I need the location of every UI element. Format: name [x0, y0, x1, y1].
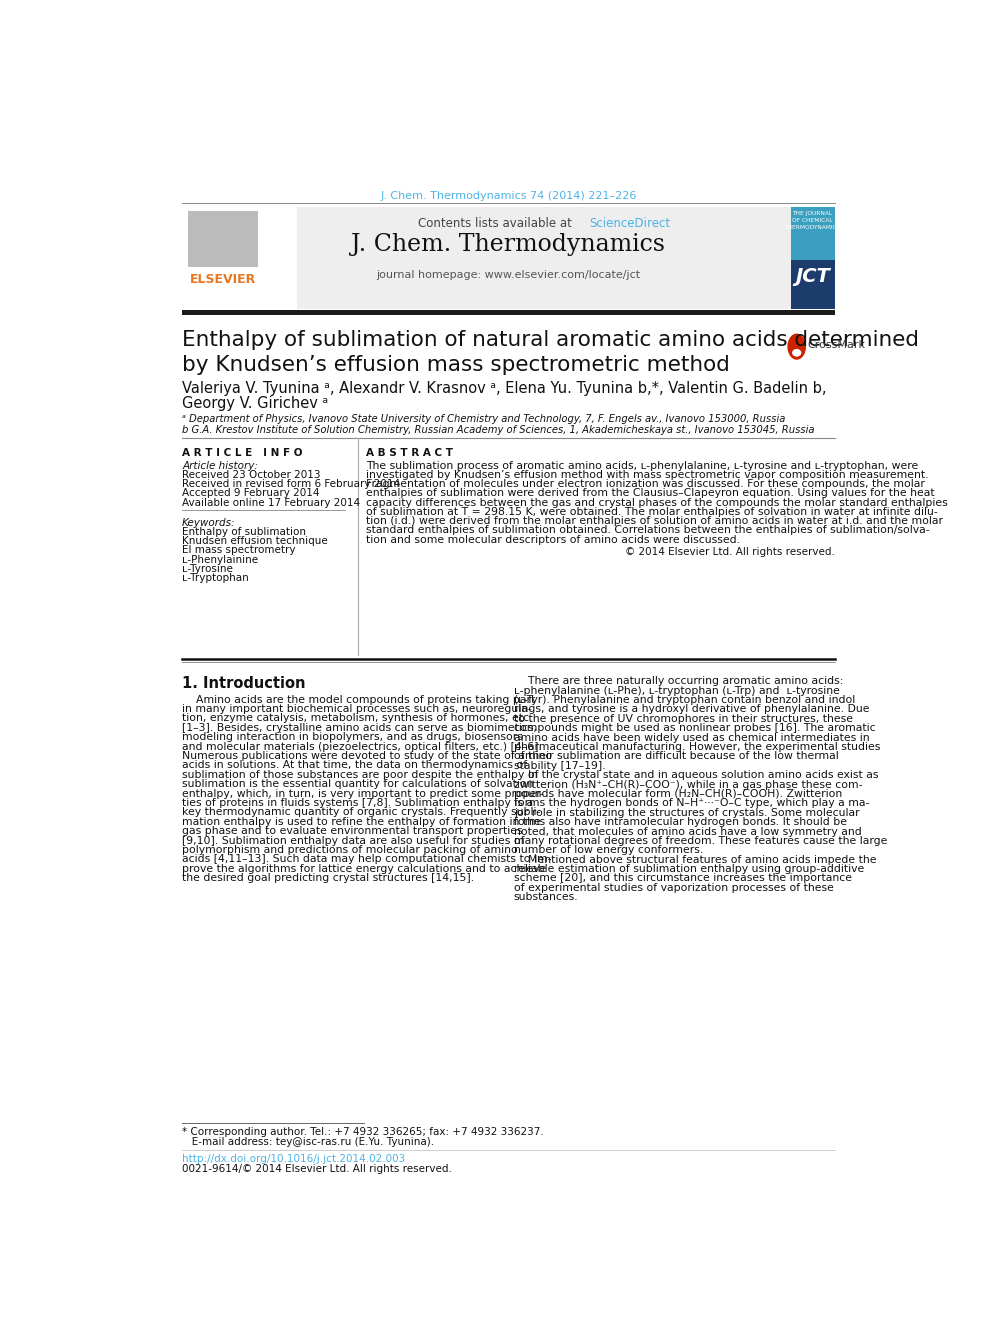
- Text: prove the algorithms for lattice energy calculations and to achieve: prove the algorithms for lattice energy …: [183, 864, 547, 873]
- Text: substances.: substances.: [514, 892, 578, 902]
- Text: journal homepage: www.elsevier.com/locate/jct: journal homepage: www.elsevier.com/locat…: [376, 270, 641, 280]
- Text: key thermodynamic quantity of organic crystals. Frequently subli-: key thermodynamic quantity of organic cr…: [183, 807, 541, 818]
- Text: ʟ-Phenylainine: ʟ-Phenylainine: [183, 554, 258, 565]
- Text: amino acids have been widely used as chemical intermediates in: amino acids have been widely used as che…: [514, 733, 869, 742]
- Text: 0021-9614/© 2014 Elsevier Ltd. All rights reserved.: 0021-9614/© 2014 Elsevier Ltd. All right…: [183, 1164, 452, 1175]
- Text: ELSEVIER: ELSEVIER: [190, 273, 256, 286]
- Text: * Corresponding author. Tel.: +7 4932 336265; fax: +7 4932 336237.: * Corresponding author. Tel.: +7 4932 33…: [183, 1127, 544, 1138]
- Text: Received 23 October 2013: Received 23 October 2013: [183, 470, 320, 480]
- Text: http://dx.doi.org/10.1016/j.jct.2014.02.003: http://dx.doi.org/10.1016/j.jct.2014.02.…: [183, 1155, 406, 1164]
- FancyBboxPatch shape: [188, 212, 258, 266]
- Text: forms the hydrogen bonds of N–H⁺···⁻O–C type, which play a ma-: forms the hydrogen bonds of N–H⁺···⁻O–C …: [514, 798, 869, 808]
- FancyBboxPatch shape: [791, 206, 834, 261]
- Text: in many important biochemical processes such as, neuroregula-: in many important biochemical processes …: [183, 704, 532, 714]
- Text: ʟ-Tyrosine: ʟ-Tyrosine: [183, 564, 233, 574]
- Text: tion, enzyme catalysis, metabolism, synthesis of hormones, etc.: tion, enzyme catalysis, metabolism, synt…: [183, 713, 533, 724]
- Text: number of low energy conformers.: number of low energy conformers.: [514, 845, 703, 855]
- Text: scheme [20], and this circumstance increases the importance: scheme [20], and this circumstance incre…: [514, 873, 852, 884]
- Text: mation enthalpy is used to refine the enthalpy of formation in the: mation enthalpy is used to refine the en…: [183, 816, 541, 827]
- Text: modeling interaction in biopolymers, and as drugs, biosensors: modeling interaction in biopolymers, and…: [183, 732, 523, 742]
- Text: Enthalpy of sublimation: Enthalpy of sublimation: [183, 527, 307, 537]
- Text: Valeriya V. Tyunina ᵃ, Alexandr V. Krasnov ᵃ, Elena Yu. Tyunina b,*, Valentin G.: Valeriya V. Tyunina ᵃ, Alexandr V. Krasn…: [183, 381, 826, 396]
- Text: noted, that molecules of amino acids have a low symmetry and: noted, that molecules of amino acids hav…: [514, 827, 862, 836]
- FancyBboxPatch shape: [183, 310, 834, 315]
- FancyBboxPatch shape: [791, 206, 834, 308]
- Text: investigated by Knudsen’s effusion method with mass spectrometric vapor composit: investigated by Knudsen’s effusion metho…: [366, 470, 929, 480]
- Text: of experimental studies of vaporization processes of these: of experimental studies of vaporization …: [514, 882, 833, 893]
- Text: The sublimation process of aromatic amino acids, ʟ-phenylalanine, ʟ-tyrosine and: The sublimation process of aromatic amin…: [366, 460, 918, 471]
- Text: gas phase and to evaluate environmental transport properties: gas phase and to evaluate environmental …: [183, 826, 523, 836]
- FancyBboxPatch shape: [183, 206, 791, 308]
- Text: many rotational degrees of freedom. These features cause the large: many rotational degrees of freedom. Thes…: [514, 836, 887, 845]
- Text: polymorphism and predictions of molecular packing of amino: polymorphism and predictions of molecula…: [183, 845, 518, 855]
- Text: ᵃ Department of Physics, Ivanovo State University of Chemistry and Technology, 7: ᵃ Department of Physics, Ivanovo State U…: [183, 414, 786, 425]
- Text: enthalpy, which, in turn, is very important to predict some proper-: enthalpy, which, in turn, is very import…: [183, 789, 544, 799]
- Text: J. Chem. Thermodynamics 74 (2014) 221–226: J. Chem. Thermodynamics 74 (2014) 221–22…: [380, 191, 637, 201]
- Text: capacity differences between the gas and crystal phases of the compounds the mol: capacity differences between the gas and…: [366, 497, 947, 508]
- Text: reliable estimation of sublimation enthalpy using group-additive: reliable estimation of sublimation entha…: [514, 864, 864, 875]
- Text: JCT: JCT: [795, 266, 829, 286]
- Text: ScienceDirect: ScienceDirect: [589, 217, 671, 229]
- Text: pounds have molecular form (H₂N–CH(R)–COOH). Zwitterion: pounds have molecular form (H₂N–CH(R)–CO…: [514, 789, 842, 799]
- Text: © 2014 Elsevier Ltd. All rights reserved.: © 2014 Elsevier Ltd. All rights reserved…: [625, 546, 834, 557]
- Text: In the crystal state and in aqueous solution amino acids exist as: In the crystal state and in aqueous solu…: [514, 770, 878, 781]
- Text: Accepted 9 February 2014: Accepted 9 February 2014: [183, 488, 319, 499]
- Text: enthalpies of sublimation were derived from the Clausius–Clapeyron equation. Usi: enthalpies of sublimation were derived f…: [366, 488, 934, 499]
- Text: pharmaceutical manufacturing. However, the experimental studies: pharmaceutical manufacturing. However, t…: [514, 742, 880, 751]
- Text: Available online 17 February 2014: Available online 17 February 2014: [183, 497, 360, 508]
- Text: Keywords:: Keywords:: [183, 517, 236, 528]
- Text: to the presence of UV chromophores in their structures, these: to the presence of UV chromophores in th…: [514, 714, 853, 724]
- Text: tion (i.d.) were derived from the molar enthalpies of solution of amino acids in: tion (i.d.) were derived from the molar …: [366, 516, 942, 527]
- Text: compounds might be used as nonlinear probes [16]. The aromatic: compounds might be used as nonlinear pro…: [514, 724, 876, 733]
- Text: Numerous publications were devoted to study of the state of amino: Numerous publications were devoted to st…: [183, 751, 553, 761]
- Text: Georgy V. Girichev ᵃ: Georgy V. Girichev ᵃ: [183, 396, 328, 411]
- Text: 1. Introduction: 1. Introduction: [183, 676, 306, 691]
- Text: of sublimation at T = 298.15 K, were obtained. The molar enthalpies of solvation: of sublimation at T = 298.15 K, were obt…: [366, 507, 937, 517]
- Text: of their sublimation are difficult because of the low thermal: of their sublimation are difficult becau…: [514, 751, 838, 761]
- Ellipse shape: [792, 349, 802, 357]
- Text: tion and some molecular descriptors of amino acids were discussed.: tion and some molecular descriptors of a…: [366, 534, 740, 545]
- Text: A B S T R A C T: A B S T R A C T: [366, 447, 452, 458]
- Text: sublimation is the essential quantity for calculations of solvation: sublimation is the essential quantity fo…: [183, 779, 534, 790]
- Text: [9,10]. Sublimation enthalpy data are also useful for studies of: [9,10]. Sublimation enthalpy data are al…: [183, 836, 525, 845]
- Text: acids [4,11–13]. Such data may help computational chemists to im-: acids [4,11–13]. Such data may help comp…: [183, 855, 552, 864]
- Text: J. Chem. Thermodynamics: J. Chem. Thermodynamics: [351, 233, 666, 255]
- Text: Amino acids are the model compounds of proteins taking part: Amino acids are the model compounds of p…: [183, 695, 536, 705]
- Text: (ʟ-Tyr). Phenylalanine and tryptophan contain benzol and indol: (ʟ-Tyr). Phenylalanine and tryptophan co…: [514, 695, 855, 705]
- FancyBboxPatch shape: [183, 206, 297, 308]
- Text: zwitterion (H₃N⁺–CH(R)–COO⁻), while in a gas phase these com-: zwitterion (H₃N⁺–CH(R)–COO⁻), while in a…: [514, 779, 862, 790]
- Text: ʟ-Tryptophan: ʟ-Tryptophan: [183, 573, 249, 583]
- Text: Mentioned above structural features of amino acids impede the: Mentioned above structural features of a…: [514, 855, 876, 865]
- Text: EI mass spectrometry: EI mass spectrometry: [183, 545, 296, 556]
- Text: Fragmentation of molecules under electron ionization was discussed. For these co: Fragmentation of molecules under electro…: [366, 479, 925, 490]
- Text: ʟ-phenylalanine (ʟ-Phe), ʟ-tryptophan (ʟ-Trp) and  ʟ-tyrosine: ʟ-phenylalanine (ʟ-Phe), ʟ-tryptophan (ʟ…: [514, 685, 839, 696]
- Text: b G.A. Krestov Institute of Solution Chemistry, Russian Academy of Sciences, 1, : b G.A. Krestov Institute of Solution Che…: [183, 425, 814, 435]
- Text: Received in revised form 6 February 2014: Received in revised form 6 February 2014: [183, 479, 400, 490]
- Text: ties of proteins in fluids systems [7,8]. Sublimation enthalpy is a: ties of proteins in fluids systems [7,8]…: [183, 798, 534, 808]
- Text: Knudsen effusion technique: Knudsen effusion technique: [183, 536, 328, 546]
- Text: the desired goal predicting crystal structures [14,15].: the desired goal predicting crystal stru…: [183, 873, 474, 884]
- Text: and molecular materials (piezoelectrics, optical filters, etc.) [4–6].: and molecular materials (piezoelectrics,…: [183, 742, 542, 751]
- Text: A R T I C L E   I N F O: A R T I C L E I N F O: [183, 447, 303, 458]
- Text: stability [17–19].: stability [17–19].: [514, 761, 605, 771]
- Text: CrossMark: CrossMark: [807, 340, 866, 351]
- Text: standard enthalpies of sublimation obtained. Correlations between the enthalpies: standard enthalpies of sublimation obtai…: [366, 525, 930, 536]
- Text: Article history:: Article history:: [183, 460, 258, 471]
- Text: [1–3]. Besides, crystalline amino acids can serve as biomimetics,: [1–3]. Besides, crystalline amino acids …: [183, 722, 537, 733]
- Text: rings, and tyrosine is a hydroxyl derivative of phenylalanine. Due: rings, and tyrosine is a hydroxyl deriva…: [514, 704, 869, 714]
- Text: forms also have intramolecular hydrogen bonds. It should be: forms also have intramolecular hydrogen …: [514, 818, 847, 827]
- Text: jor role in stabilizing the structures of crystals. Some molecular: jor role in stabilizing the structures o…: [514, 808, 859, 818]
- Text: sublimation of those substances are poor despite the enthalpy of: sublimation of those substances are poor…: [183, 770, 539, 779]
- Ellipse shape: [788, 333, 806, 360]
- Text: Contents lists available at: Contents lists available at: [419, 217, 576, 229]
- Text: E-mail address: tey@isc-ras.ru (E.Yu. Tyunina).: E-mail address: tey@isc-ras.ru (E.Yu. Ty…: [183, 1136, 434, 1147]
- Text: Enthalpy of sublimation of natural aromatic amino acids determined
by Knudsen’s : Enthalpy of sublimation of natural aroma…: [183, 329, 920, 376]
- Text: acids in solutions. At that time, the data on thermodynamics of: acids in solutions. At that time, the da…: [183, 761, 528, 770]
- Text: There are three naturally occurring aromatic amino acids:: There are three naturally occurring arom…: [514, 676, 843, 687]
- Text: THE JOURNAL
OF CHEMICAL
THERMODYNAMICS: THE JOURNAL OF CHEMICAL THERMODYNAMICS: [784, 212, 840, 230]
